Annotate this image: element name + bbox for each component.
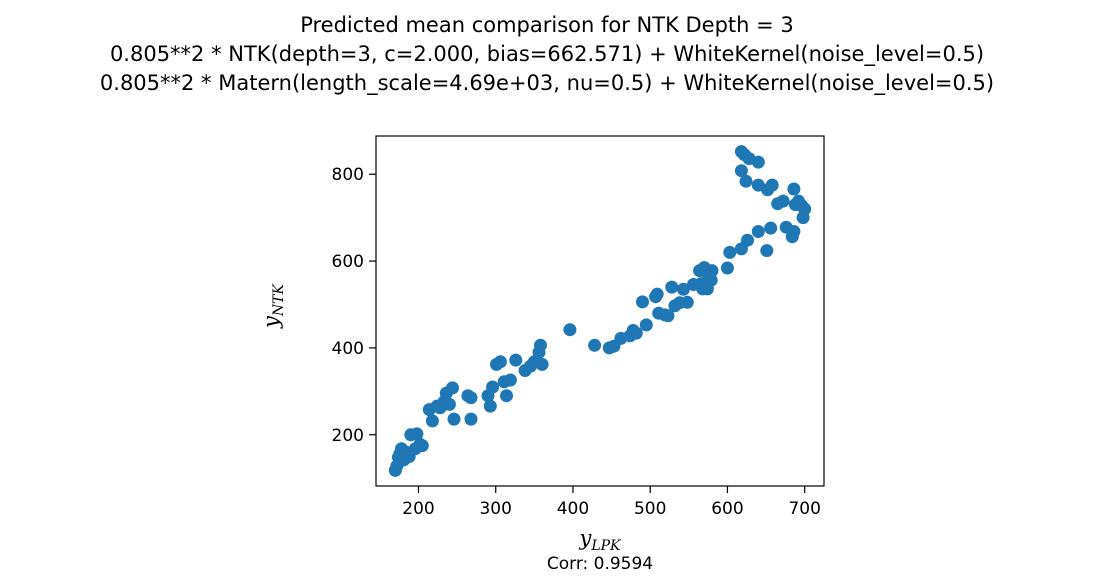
data-point-69 [720,261,734,275]
data-point-70 [723,245,737,259]
data-point-48 [636,295,649,309]
data-point-21 [447,412,461,426]
data-points [388,145,812,477]
data-point-23 [464,391,478,405]
data-point-31 [500,389,513,403]
y-tick-label-1: 400 [332,339,364,359]
title-line-3: 0.805**2 * Matern(length_scale=4.69e+03,… [100,71,994,96]
data-point-92 [739,174,753,188]
data-point-49 [639,318,653,332]
data-point-20 [446,381,459,395]
data-point-38 [534,338,547,352]
data-point-26 [483,399,497,413]
data-point-77 [776,194,790,208]
data-point-73 [751,225,765,238]
y-tick-label-2: 600 [332,252,364,272]
data-point-58 [676,282,690,296]
data-point-59 [680,295,694,309]
data-point-74 [760,244,774,258]
data-point-67 [704,273,718,287]
y-tick-label-3: 800 [332,165,364,185]
data-point-24 [464,412,478,426]
data-point-89 [751,178,765,192]
chart-title: Predicted mean comparison for NTK Depth … [100,13,994,96]
correlation-label: Corr: 0.9594 [547,554,653,574]
x-axis-label: yLPK [578,526,622,554]
title-line-2: 0.805**2 * NTK(depth=3, c=2.000, bias=66… [110,42,984,67]
data-point-94 [734,164,748,178]
data-point-47 [629,326,643,340]
data-point-95 [734,145,748,159]
data-point-32 [503,373,517,387]
data-point-54 [661,309,675,323]
data-point-12 [415,439,429,453]
y-tick-label-0: 200 [332,426,364,446]
x-tick-label-3: 500 [634,499,666,519]
data-point-40 [563,323,577,337]
data-point-33 [509,353,523,367]
title-line-1: Predicted mean comparison for NTK Depth … [300,13,794,37]
axis-ticks: 200 300 400 500 600 700 200 400 600 800 [332,165,821,519]
plot-frame [375,135,825,487]
data-point-39 [535,357,549,371]
data-point-85 [798,202,812,216]
data-point-19 [442,397,456,411]
data-point-80 [787,225,801,238]
data-point-14 [425,414,439,428]
data-point-75 [764,221,778,235]
data-point-55 [665,280,679,294]
x-tick-label-4: 600 [711,499,743,519]
x-tick-label-1: 300 [479,499,511,519]
x-tick-label-5: 700 [788,499,820,519]
data-point-86 [787,182,801,196]
x-tick-label-2: 400 [557,499,589,519]
data-point-68 [705,264,719,278]
data-point-29 [493,355,507,369]
data-point-41 [588,338,602,352]
data-point-51 [650,287,664,301]
x-tick-label-0: 200 [402,499,434,519]
y-axis-label: yNTK [259,282,287,328]
data-point-72 [741,233,754,247]
data-point-27 [486,380,500,394]
data-point-10 [410,427,424,441]
